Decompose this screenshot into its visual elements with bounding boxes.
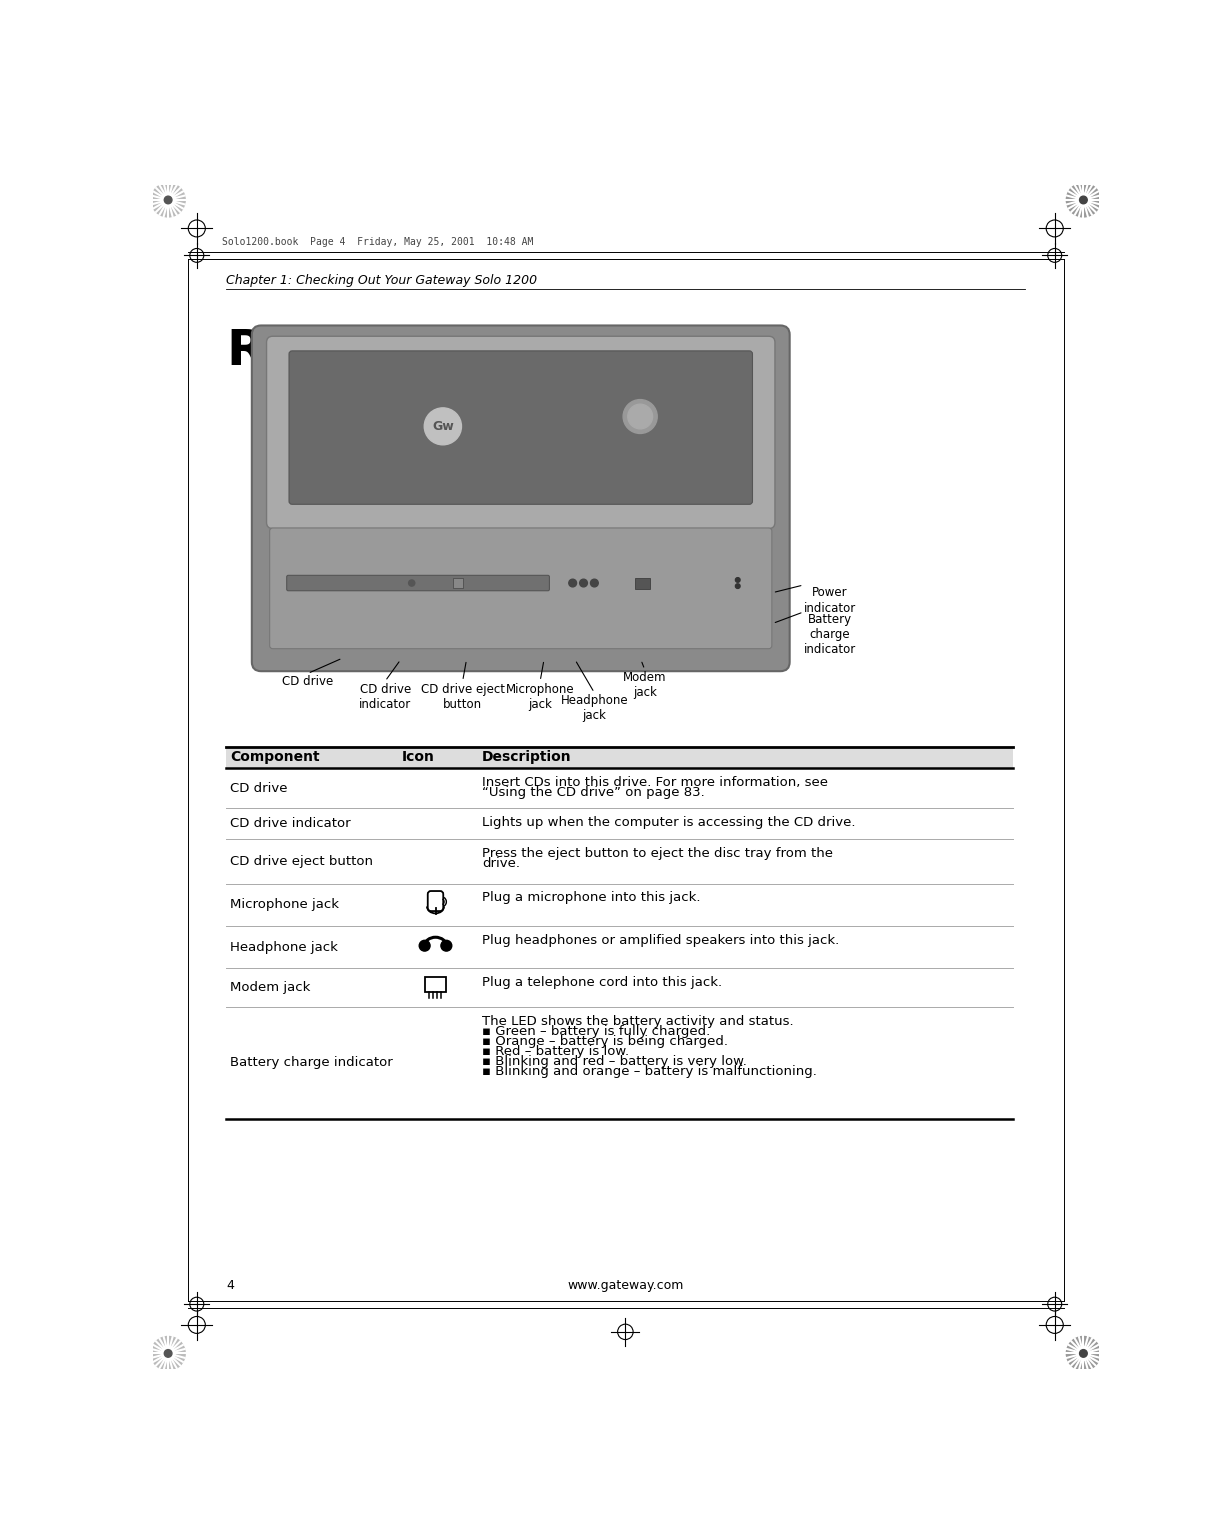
Text: Icon: Icon: [402, 751, 435, 764]
Circle shape: [1079, 197, 1087, 203]
Circle shape: [1066, 183, 1100, 217]
Text: Chapter 1: Checking Out Your Gateway Solo 1200: Chapter 1: Checking Out Your Gateway Sol…: [226, 274, 537, 288]
Text: CD drive: CD drive: [230, 781, 288, 795]
Circle shape: [1066, 1337, 1100, 1370]
Circle shape: [424, 408, 462, 444]
Circle shape: [151, 1337, 186, 1370]
Text: ▪ Green – battery is fully charged.: ▪ Green – battery is fully charged.: [482, 1024, 711, 1038]
Text: Right: Right: [226, 328, 377, 375]
Circle shape: [1079, 1350, 1087, 1357]
Text: Plug headphones or amplified speakers into this jack.: Plug headphones or amplified speakers in…: [482, 934, 839, 947]
Circle shape: [165, 197, 172, 203]
Text: ▪ Orange – battery is being charged.: ▪ Orange – battery is being charged.: [482, 1035, 728, 1047]
Text: Plug a microphone into this jack.: Plug a microphone into this jack.: [482, 892, 701, 904]
Text: CD drive
indicator: CD drive indicator: [359, 683, 411, 711]
Text: “Using the CD drive” on page 83.: “Using the CD drive” on page 83.: [482, 786, 705, 798]
Text: Microphone
jack: Microphone jack: [505, 683, 574, 711]
Circle shape: [580, 580, 587, 588]
Text: Description: Description: [482, 751, 571, 764]
Circle shape: [441, 940, 452, 950]
Bar: [453, 578, 463, 588]
Text: Solo1200.book  Page 4  Friday, May 25, 2001  10:48 AM: Solo1200.book Page 4 Friday, May 25, 200…: [222, 237, 534, 248]
Circle shape: [419, 940, 430, 950]
Text: CD drive indicator: CD drive indicator: [230, 817, 350, 831]
FancyBboxPatch shape: [287, 575, 549, 591]
Circle shape: [569, 580, 576, 588]
Circle shape: [628, 404, 652, 429]
Text: ▪ Blinking and red – battery is very low.: ▪ Blinking and red – battery is very low…: [482, 1055, 747, 1067]
Circle shape: [151, 183, 186, 217]
Text: Press the eject button to eject the disc tray from the: Press the eject button to eject the disc…: [482, 847, 833, 860]
Text: Plug a telephone cord into this jack.: Plug a telephone cord into this jack.: [482, 977, 722, 989]
Text: Insert CDs into this drive. For more information, see: Insert CDs into this drive. For more inf…: [482, 775, 828, 789]
Text: drive.: drive.: [482, 857, 520, 871]
Circle shape: [1077, 1346, 1090, 1360]
Text: The LED shows the battery activity and status.: The LED shows the battery activity and s…: [482, 1015, 794, 1027]
Text: Headphone
jack: Headphone jack: [560, 694, 628, 723]
Circle shape: [623, 400, 657, 434]
Circle shape: [735, 584, 740, 589]
Circle shape: [591, 580, 598, 588]
Circle shape: [1077, 194, 1090, 208]
Bar: [425, 977, 446, 992]
Text: Battery charge indicator: Battery charge indicator: [230, 1057, 393, 1069]
FancyBboxPatch shape: [252, 326, 790, 671]
Text: Modem jack: Modem jack: [230, 981, 310, 994]
Text: Modem
jack: Modem jack: [623, 671, 667, 700]
Text: Headphone jack: Headphone jack: [230, 941, 338, 954]
Text: Microphone jack: Microphone jack: [230, 898, 339, 912]
Text: 4: 4: [226, 1280, 234, 1292]
FancyBboxPatch shape: [289, 351, 752, 504]
Circle shape: [165, 1350, 172, 1357]
Text: Lights up when the computer is accessing the CD drive.: Lights up when the computer is accessing…: [482, 817, 856, 829]
Text: ▪ Red – battery is low.: ▪ Red – battery is low.: [482, 1044, 629, 1058]
Text: Gw: Gw: [432, 420, 454, 432]
Text: ▪ Blinking and orange – battery is malfunctioning.: ▪ Blinking and orange – battery is malfu…: [482, 1064, 817, 1078]
Text: www.gateway.com: www.gateway.com: [568, 1280, 684, 1292]
Text: Battery
charge
indicator: Battery charge indicator: [803, 614, 856, 657]
Text: CD drive eject button: CD drive eject button: [230, 855, 374, 867]
Bar: [226, 746, 1013, 767]
Text: Power
indicator: Power indicator: [803, 586, 856, 615]
Circle shape: [161, 1346, 175, 1360]
Text: CD drive eject
button: CD drive eject button: [420, 683, 504, 711]
Bar: [635, 578, 651, 589]
Circle shape: [161, 194, 175, 208]
Circle shape: [409, 580, 415, 586]
Text: CD drive: CD drive: [282, 675, 333, 687]
FancyBboxPatch shape: [266, 337, 775, 529]
Text: Component: Component: [230, 751, 320, 764]
FancyBboxPatch shape: [270, 528, 772, 649]
Circle shape: [735, 578, 740, 583]
